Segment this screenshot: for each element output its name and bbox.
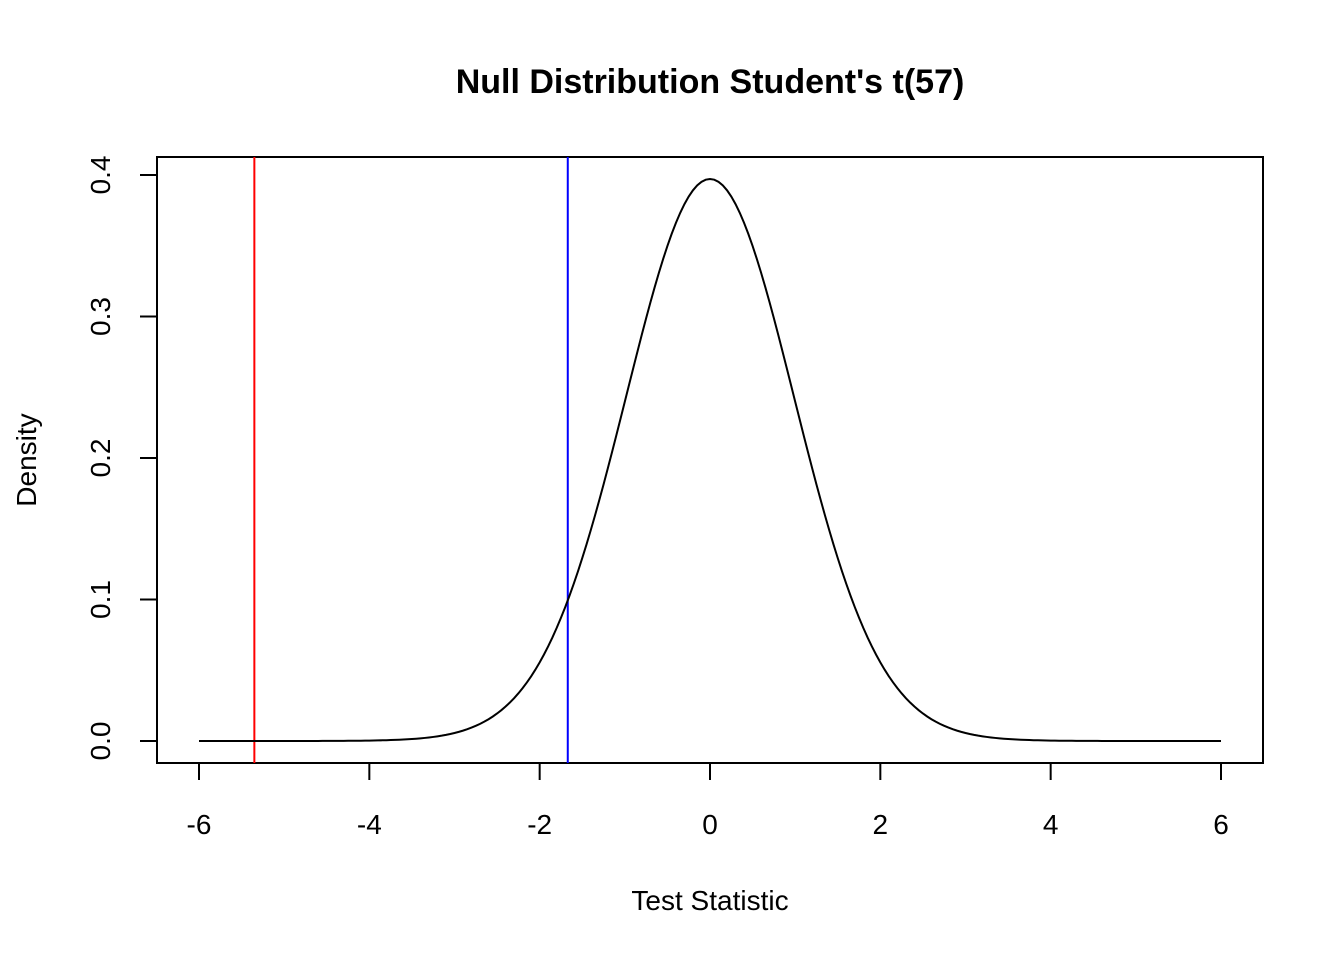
y-tick-label: 0.4: [85, 156, 116, 195]
x-tick-label: 2: [873, 809, 889, 840]
x-tick-label: -6: [187, 809, 212, 840]
x-tick-label: -4: [357, 809, 382, 840]
series-layer: [199, 177, 1221, 742]
density-curve: [199, 177, 1221, 742]
x-tick-label: 4: [1043, 809, 1059, 840]
x-tick-label: 0: [702, 809, 718, 840]
y-axis-label: Density: [11, 413, 42, 506]
x-tick-label: 6: [1213, 809, 1229, 840]
x-tick-label: -2: [527, 809, 552, 840]
x-axis-label: Test Statistic: [631, 885, 788, 916]
y-tick-label: 0.2: [85, 439, 116, 478]
y-axis: 0.0 0.1 0.2 0.3 0.4: [85, 156, 158, 761]
y-tick-label: 0.1: [85, 580, 116, 619]
reference-lines: [253, 157, 569, 763]
x-axis: -6 -4 -2 0 2 4 6: [187, 762, 1229, 840]
y-tick-label: 0.0: [85, 722, 116, 761]
plot-frame: [156, 156, 1264, 764]
chart-title: Null Distribution Student's t(57): [456, 63, 965, 101]
y-tick-label: 0.3: [85, 297, 116, 336]
